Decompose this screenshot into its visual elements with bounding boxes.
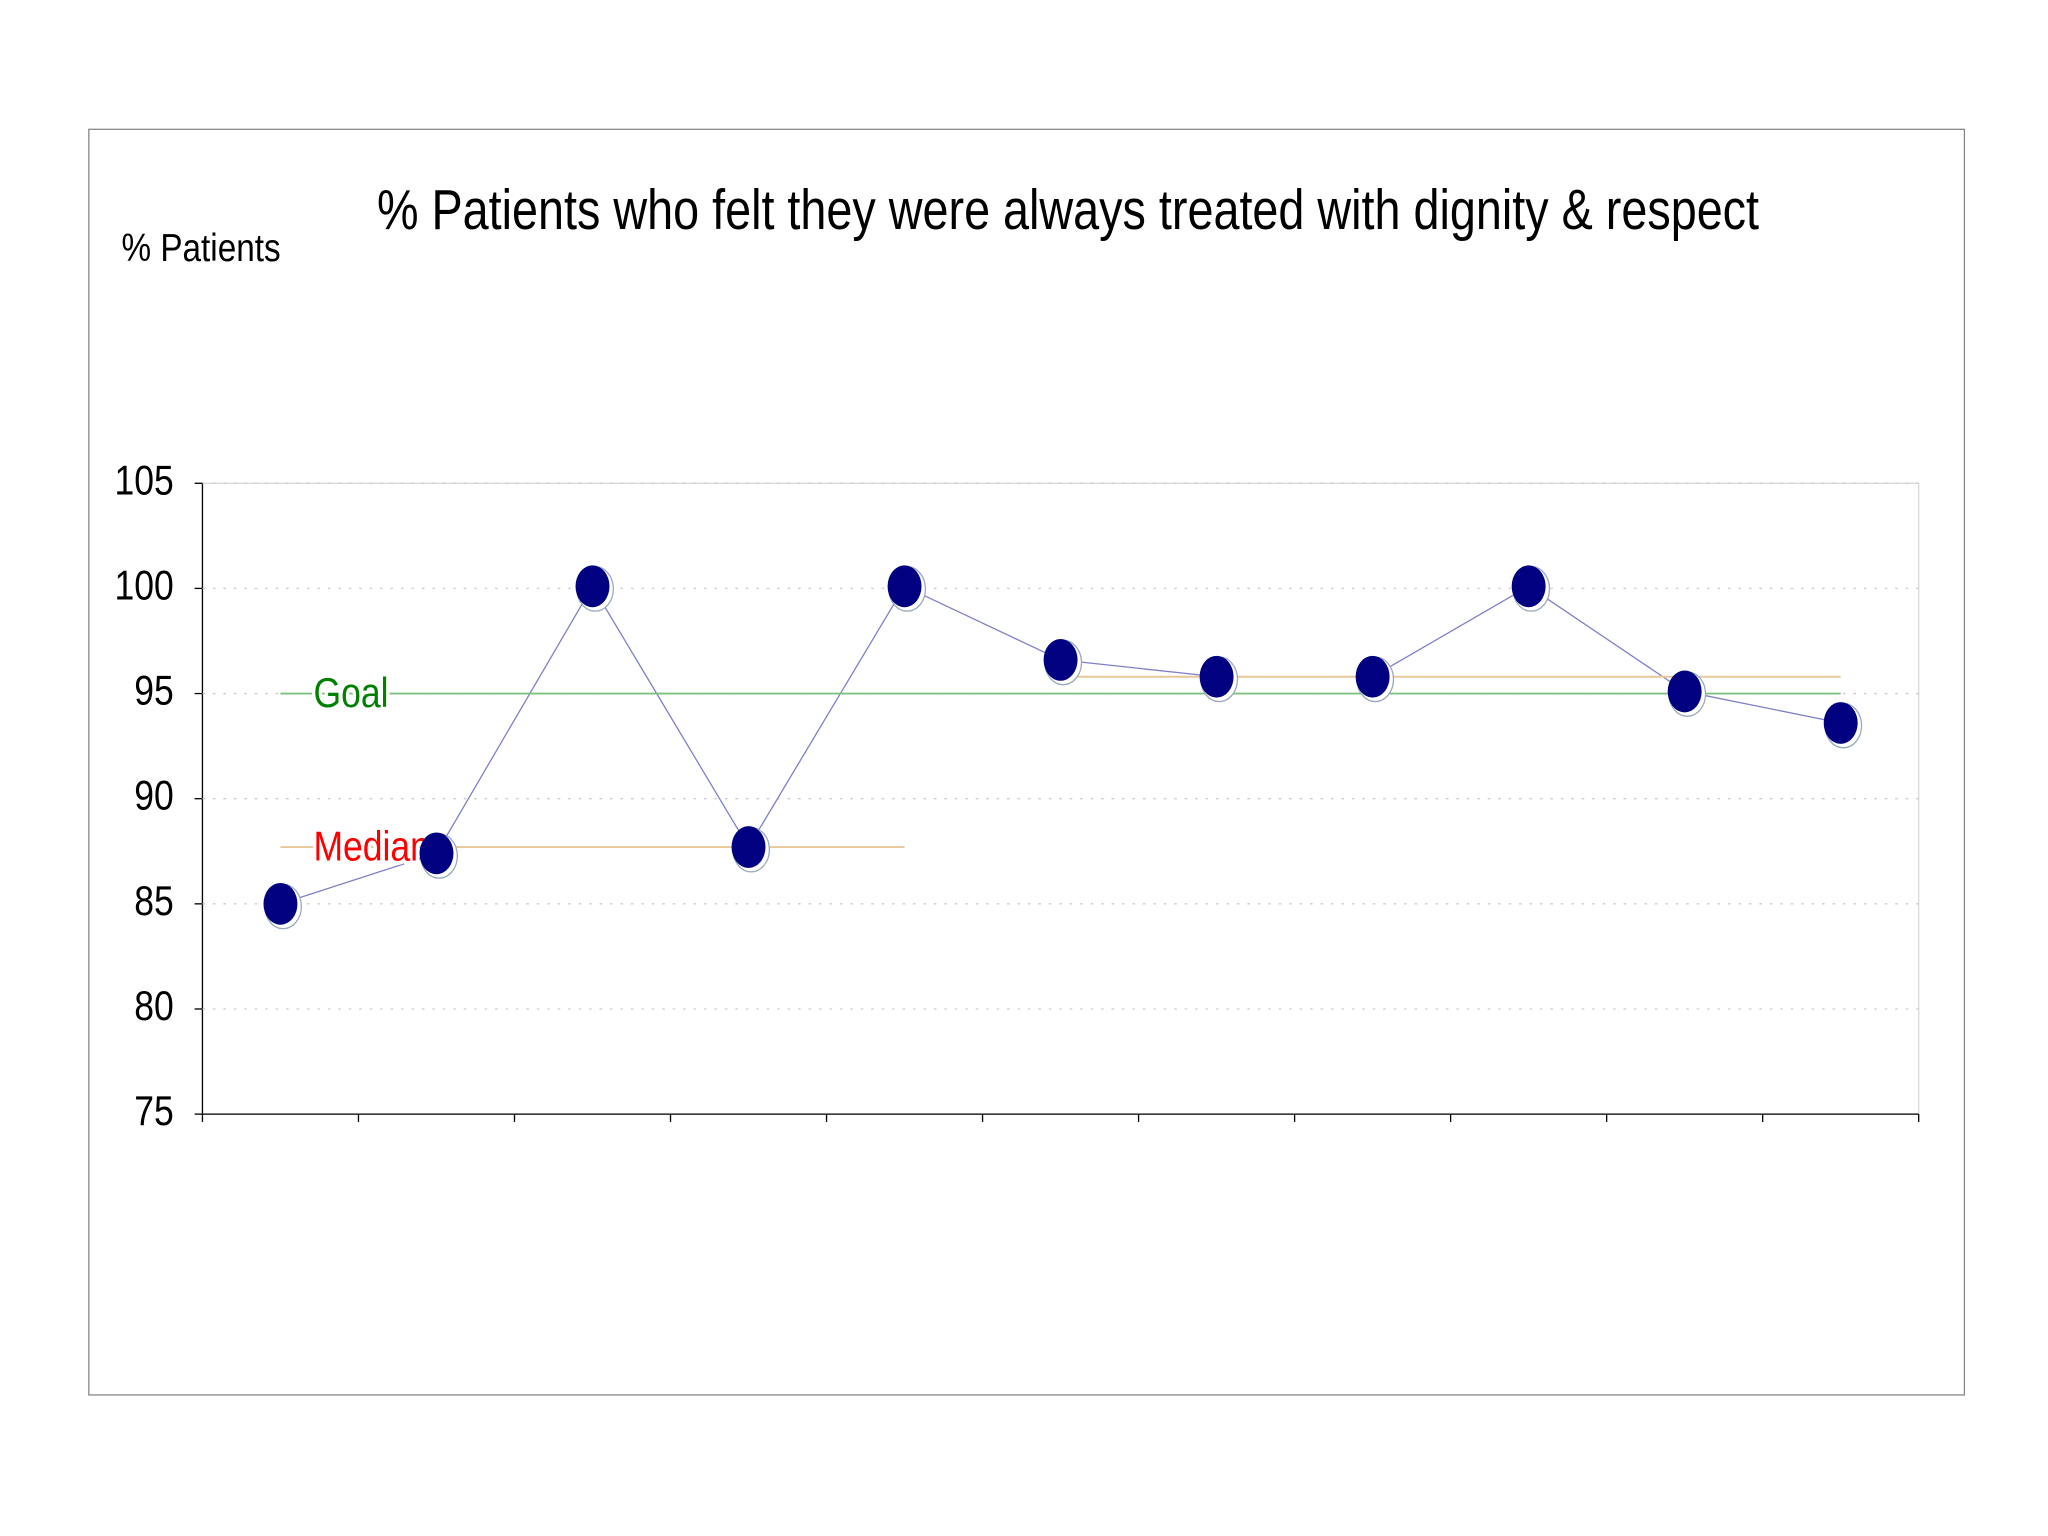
y-tick-label: 95 (134, 668, 173, 714)
data-point (419, 832, 454, 875)
chart-frame (88, 128, 1966, 1396)
chart-title: % Patients who felt they were always tre… (376, 178, 1760, 242)
series-label: Median (313, 824, 429, 870)
data-point (887, 565, 922, 608)
data-point (263, 882, 298, 925)
y-tick-label: 100 (114, 563, 173, 609)
data-point (1199, 655, 1234, 698)
data-point (731, 826, 766, 868)
y-tick-label: 90 (134, 773, 173, 819)
data-point (1667, 670, 1702, 713)
data-point (1511, 565, 1546, 608)
y-tick-label: 80 (134, 983, 173, 1029)
y-tick-label: 105 (114, 458, 173, 504)
y-tick-label: 85 (134, 878, 173, 924)
data-point (1043, 639, 1078, 681)
data-point (575, 565, 610, 608)
y-axis-label: % Patients (121, 226, 280, 270)
data-point (1355, 655, 1390, 698)
series-label: Goal (313, 671, 388, 717)
y-tick-label: 75 (134, 1089, 173, 1135)
data-point (1823, 702, 1858, 744)
